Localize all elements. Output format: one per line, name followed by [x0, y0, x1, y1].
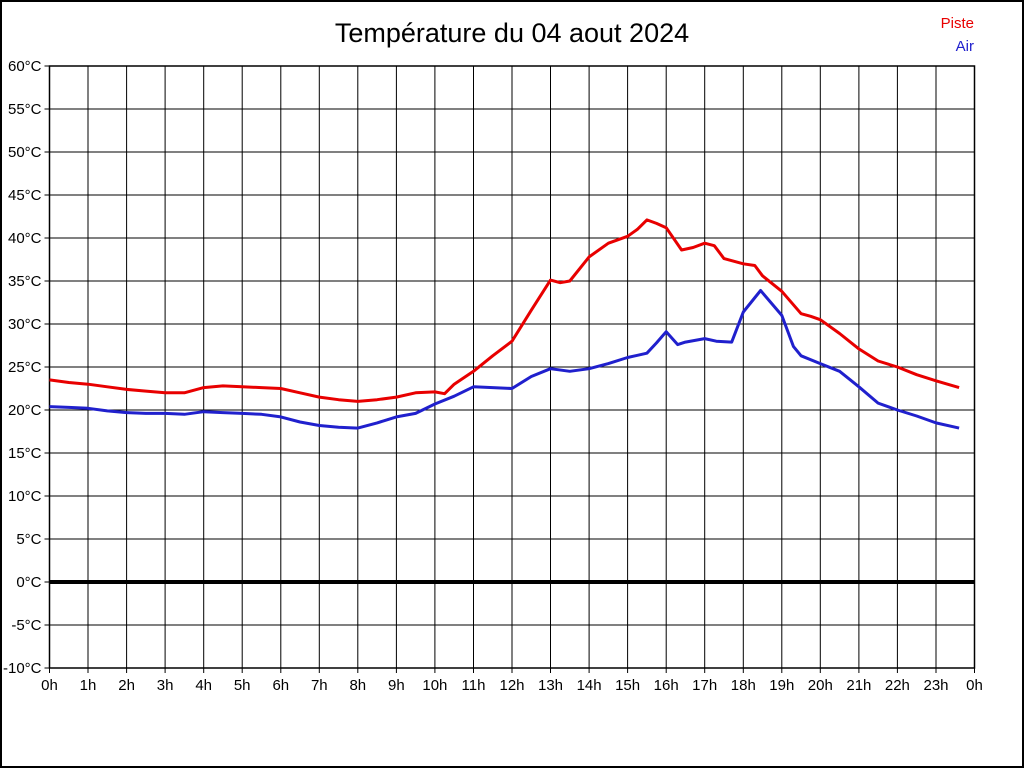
svg-text:10°C: 10°C [8, 488, 42, 505]
svg-text:1h: 1h [80, 677, 97, 694]
svg-text:10h: 10h [422, 677, 447, 694]
svg-text:15°C: 15°C [8, 445, 42, 462]
svg-text:16h: 16h [654, 677, 679, 694]
svg-text:20h: 20h [808, 677, 833, 694]
svg-text:23h: 23h [923, 677, 948, 694]
svg-text:-5°C: -5°C [11, 617, 41, 634]
svg-text:40°C: 40°C [8, 230, 42, 247]
svg-text:25°C: 25°C [8, 359, 42, 376]
svg-text:22h: 22h [885, 677, 910, 694]
svg-text:18h: 18h [731, 677, 756, 694]
legend-item-piste: Piste [940, 15, 974, 32]
legend-item-air: Air [955, 38, 974, 55]
air-line [49, 289, 960, 430]
svg-text:0h: 0h [41, 677, 58, 694]
svg-text:4h: 4h [195, 677, 212, 694]
svg-text:6h: 6h [272, 677, 289, 694]
svg-text:14h: 14h [577, 677, 602, 694]
svg-text:60°C: 60°C [8, 58, 42, 75]
svg-text:50°C: 50°C [8, 144, 42, 161]
y-axis-labels: 60°C 55°C 50°C 45°C 40°C 35°C 30°C 25°C 20°C 15°C… [3, 58, 42, 677]
chart-legend: Piste Air [941, 12, 974, 58]
svg-text:8h: 8h [349, 677, 366, 694]
svg-text:3h: 3h [157, 677, 174, 694]
svg-text:7h: 7h [311, 677, 328, 694]
svg-text:20°C: 20°C [8, 402, 42, 419]
svg-text:0h: 0h [966, 677, 983, 694]
svg-text:-10°C: -10°C [3, 660, 42, 677]
svg-text:15h: 15h [615, 677, 640, 694]
svg-text:13h: 13h [538, 677, 563, 694]
svg-text:0°C: 0°C [16, 574, 41, 591]
svg-text:35°C: 35°C [8, 273, 42, 290]
svg-text:11h: 11h [462, 677, 486, 694]
x-axis-labels: 0h 1h 2h 3h 4h 5h 6h 7h 8h 9h 10h 11h 12h 13h 14h 15h 16… [41, 677, 983, 694]
svg-text:19h: 19h [769, 677, 794, 694]
svg-text:2h: 2h [118, 677, 135, 694]
piste-line [49, 218, 960, 403]
axis-ticks [44, 65, 975, 673]
svg-text:30°C: 30°C [8, 316, 42, 333]
svg-text:5h: 5h [234, 677, 251, 694]
svg-text:17h: 17h [692, 677, 717, 694]
svg-text:21h: 21h [846, 677, 871, 694]
svg-text:9h: 9h [388, 677, 405, 694]
x-gridlines [49, 66, 975, 668]
svg-text:5°C: 5°C [16, 531, 41, 548]
chart-title: Température du 04 aout 2024 [334, 18, 690, 48]
svg-text:45°C: 45°C [8, 187, 42, 204]
svg-text:12h: 12h [499, 677, 524, 694]
svg-text:55°C: 55°C [8, 101, 42, 118]
